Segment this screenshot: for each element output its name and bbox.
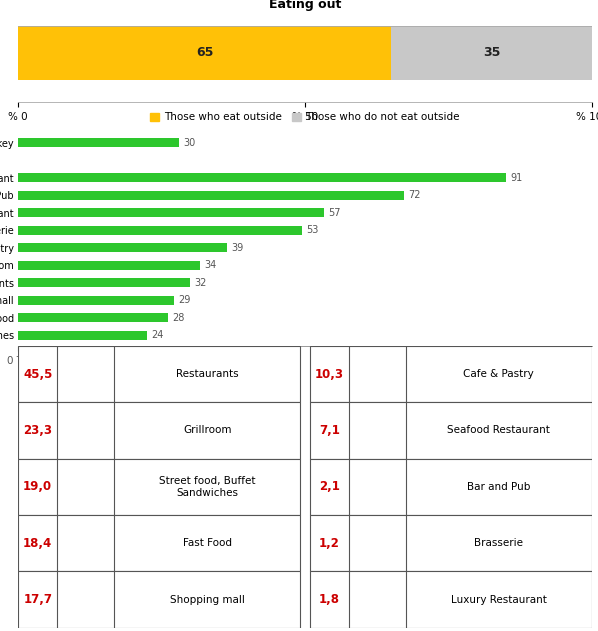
Text: 32: 32 <box>194 278 206 288</box>
Bar <box>18 208 324 217</box>
Text: Luxury Restaurant: Luxury Restaurant <box>451 594 547 604</box>
Text: 72: 72 <box>408 191 421 200</box>
Bar <box>18 261 200 269</box>
Text: Cafe & Pastry: Cafe & Pastry <box>463 369 534 379</box>
Text: 35: 35 <box>483 47 501 59</box>
Text: 1,8: 1,8 <box>319 593 340 606</box>
Text: 19,0: 19,0 <box>23 480 52 493</box>
Bar <box>18 331 147 339</box>
Bar <box>18 174 506 182</box>
Bar <box>18 459 300 515</box>
Bar <box>18 296 173 305</box>
Text: 7,1: 7,1 <box>319 424 340 437</box>
Bar <box>310 403 592 459</box>
Bar <box>18 346 300 403</box>
Bar <box>310 459 592 515</box>
Text: 65: 65 <box>196 47 213 59</box>
Text: 29: 29 <box>178 295 190 305</box>
Text: 39: 39 <box>231 243 244 253</box>
Text: Fast Food: Fast Food <box>182 538 231 548</box>
Text: 10,3: 10,3 <box>315 368 344 380</box>
Legend: Those who eat outside, Those who do not eat outside: Those who eat outside, Those who do not … <box>146 108 464 126</box>
Text: Grillroom: Grillroom <box>183 425 231 435</box>
Bar <box>18 314 168 322</box>
Text: 2,1: 2,1 <box>319 480 340 493</box>
Text: Street food, Buffet
Sandwiches: Street food, Buffet Sandwiches <box>159 476 255 498</box>
Bar <box>18 278 190 287</box>
Text: 45,5: 45,5 <box>23 368 53 380</box>
Text: 28: 28 <box>172 313 185 323</box>
Bar <box>18 191 404 199</box>
Text: 24: 24 <box>151 331 163 340</box>
Text: Restaurants: Restaurants <box>176 369 239 379</box>
Bar <box>18 515 300 572</box>
Bar <box>310 515 592 572</box>
Bar <box>18 244 227 252</box>
Bar <box>310 346 592 403</box>
Text: 30: 30 <box>183 138 196 148</box>
Title: Eating out: Eating out <box>269 0 341 11</box>
Bar <box>18 403 300 459</box>
Bar <box>18 226 303 235</box>
Text: Bar and Pub: Bar and Pub <box>467 482 530 492</box>
Text: Seafood Restaurant: Seafood Restaurant <box>447 425 550 435</box>
Bar <box>391 26 592 80</box>
Text: 17,7: 17,7 <box>23 593 52 606</box>
Text: Shopping mall: Shopping mall <box>170 594 245 604</box>
Bar <box>18 138 179 147</box>
Text: 34: 34 <box>205 261 217 270</box>
Text: 91: 91 <box>511 173 523 183</box>
Text: 57: 57 <box>328 208 340 218</box>
Bar <box>18 572 300 628</box>
Bar <box>18 26 391 80</box>
Text: Brasserie: Brasserie <box>474 538 523 548</box>
Text: 1,2: 1,2 <box>319 537 340 550</box>
Text: 23,3: 23,3 <box>23 424 52 437</box>
Bar <box>310 572 592 628</box>
Text: 53: 53 <box>307 225 319 235</box>
Text: 18,4: 18,4 <box>23 537 53 550</box>
